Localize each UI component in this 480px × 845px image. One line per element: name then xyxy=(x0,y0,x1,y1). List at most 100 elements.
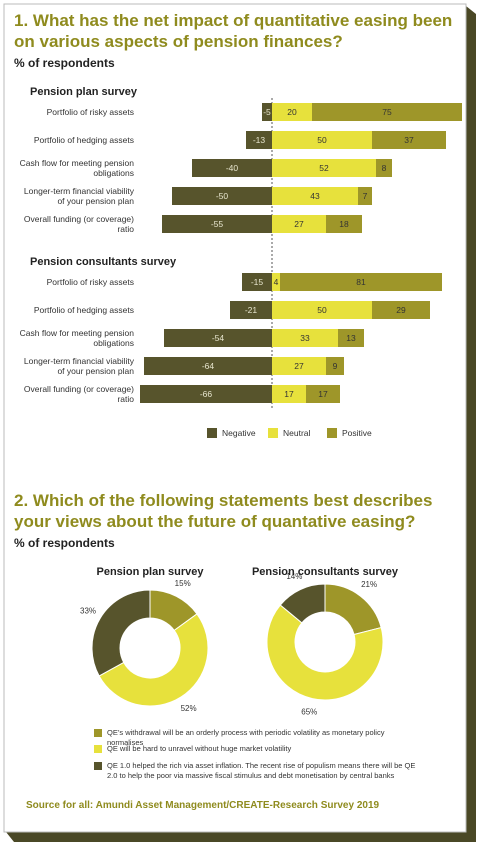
value-label: 33 xyxy=(300,333,310,343)
legend-swatch xyxy=(207,428,217,438)
category-label: Portfolio of risky assets xyxy=(46,277,134,287)
value-label: 18 xyxy=(339,219,349,229)
donut-segment xyxy=(98,613,209,707)
value-label: 52 xyxy=(319,163,329,173)
donut-segment xyxy=(279,583,326,624)
bar xyxy=(164,329,272,347)
bar xyxy=(162,215,272,233)
bar xyxy=(272,103,312,121)
bar xyxy=(246,131,272,149)
donut-segment xyxy=(266,604,384,701)
bar xyxy=(326,215,362,233)
category-label: Portfolio of hedging assets xyxy=(33,135,134,145)
bar xyxy=(192,159,272,177)
category-label: Longer-term financial viability of your … xyxy=(23,356,134,376)
value-label: -13 xyxy=(252,135,266,145)
bar xyxy=(144,357,272,375)
bar xyxy=(172,187,272,205)
panel-title: Pension plan survey xyxy=(30,86,137,98)
bar xyxy=(372,131,446,149)
value-label: 50 xyxy=(317,135,327,145)
value-label: 9 xyxy=(332,361,338,371)
bar xyxy=(272,159,376,177)
bar xyxy=(272,215,326,233)
category-label: Cash flow for meeting pension obligation… xyxy=(19,328,134,348)
value-label: 27 xyxy=(294,219,304,229)
value-label: 20 xyxy=(287,107,297,117)
bar xyxy=(372,301,430,319)
value-label: 21% xyxy=(361,580,377,589)
panel-title: Pension consultants survey xyxy=(30,256,177,268)
value-label: 4 xyxy=(273,277,279,287)
value-label: 27 xyxy=(294,361,304,371)
value-label: -66 xyxy=(199,389,213,399)
value-label: 50 xyxy=(317,305,327,315)
category-label: Cash flow for meeting pension obligation… xyxy=(19,158,134,178)
value-label: -15 xyxy=(250,277,264,287)
value-label: 37 xyxy=(404,135,414,145)
value-label: 14% xyxy=(286,572,302,581)
legend-swatch xyxy=(268,428,278,438)
bar xyxy=(272,329,338,347)
legend-swatch xyxy=(94,745,102,753)
legend-label: QE 1.0 helped the rich via asset inflati… xyxy=(107,761,416,780)
value-label: -40 xyxy=(225,163,239,173)
value-label: -21 xyxy=(244,305,258,315)
value-label: 75 xyxy=(382,107,392,117)
bar xyxy=(272,131,372,149)
bar xyxy=(272,301,372,319)
bar xyxy=(262,103,272,121)
category-label: Portfolio of risky assets xyxy=(46,107,134,117)
value-label: -54 xyxy=(211,333,225,343)
legend-label: Negative xyxy=(222,428,256,438)
value-label: 81 xyxy=(356,277,366,287)
bar xyxy=(272,187,358,205)
bar xyxy=(272,357,326,375)
chart-title: Pension consultants survey xyxy=(251,566,399,578)
bar xyxy=(242,273,272,291)
bar xyxy=(272,273,280,291)
heading: 2. Which of the following statements bes… xyxy=(14,491,433,531)
value-label: 29 xyxy=(396,305,406,315)
bar xyxy=(376,159,392,177)
legend-label: QE will be hard to unravel without huge … xyxy=(107,744,292,753)
legend-label: QE’s withdrawal will be an orderly proce… xyxy=(107,728,385,747)
bar xyxy=(306,385,340,403)
value-label: 33% xyxy=(80,606,96,615)
category-label: Portfolio of hedging assets xyxy=(33,305,134,315)
bar xyxy=(338,329,364,347)
heading: 1. What has the net impact of quantitati… xyxy=(14,11,453,51)
value-label: 8 xyxy=(381,163,387,173)
donut-segment xyxy=(324,583,382,636)
bar xyxy=(272,385,306,403)
source: Source for all: Amundi Asset Management/… xyxy=(26,800,380,811)
legend-swatch xyxy=(327,428,337,438)
value-label: 7 xyxy=(362,191,368,201)
value-label: -50 xyxy=(215,191,229,201)
value-label: 15% xyxy=(175,579,191,588)
bar xyxy=(230,301,272,319)
value-label: -55 xyxy=(210,219,224,229)
category-label: Overall funding (or coverage) ratio xyxy=(23,214,134,234)
value-label: 17 xyxy=(284,389,294,399)
value-label: 17 xyxy=(318,389,328,399)
legend-label: Neutral xyxy=(283,428,311,438)
bar xyxy=(312,103,462,121)
value-label: 52% xyxy=(181,704,197,713)
category-label: Overall funding (or coverage) ratio xyxy=(23,384,134,404)
category-label: Longer-term financial viability of your … xyxy=(23,186,134,206)
value-label: 13 xyxy=(346,333,356,343)
subheading: % of respondents xyxy=(14,56,115,70)
value-label: -5 xyxy=(263,107,271,117)
legend-swatch xyxy=(94,729,102,737)
value-label: 43 xyxy=(310,191,320,201)
bar xyxy=(280,273,442,291)
legend-swatch xyxy=(94,762,102,770)
bar xyxy=(326,357,344,375)
value-label: 65% xyxy=(301,707,317,716)
subheading: % of respondents xyxy=(14,536,115,550)
bar xyxy=(140,385,272,403)
chart-title: Pension plan survey xyxy=(96,566,204,578)
